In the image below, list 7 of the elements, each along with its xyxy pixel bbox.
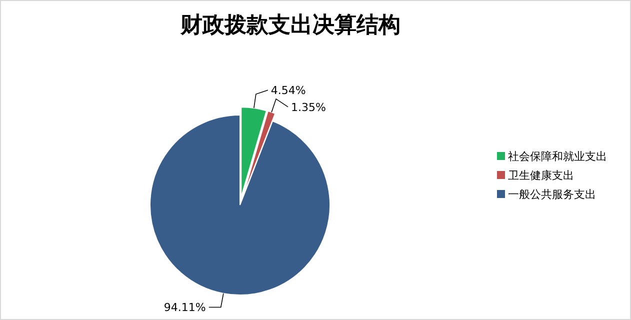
legend-label: 社会保障和就业支出 (508, 150, 607, 163)
data-label: 4.54% (270, 84, 306, 98)
legend-label: 卫生健康支出 (508, 169, 574, 182)
data-label: 94.11% (164, 301, 206, 314)
legend-label: 一般公共服务支出 (508, 188, 596, 201)
data-label: 1.35% (291, 100, 326, 114)
chart-title: 财政拨款支出决算结构 (180, 12, 400, 38)
